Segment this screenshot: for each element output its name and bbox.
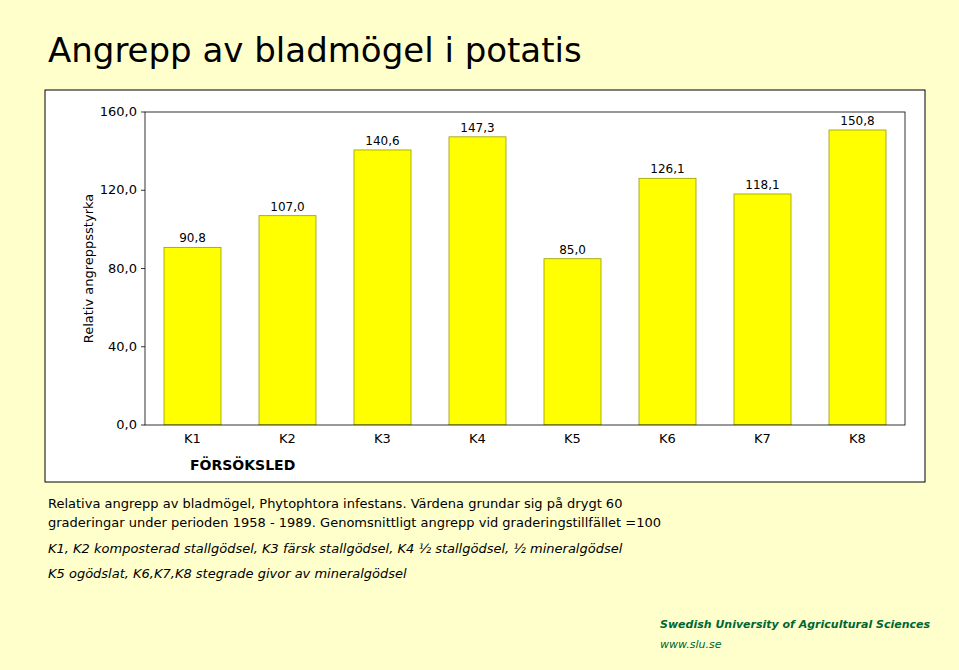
- tick-label: 40,0: [108, 339, 137, 354]
- plot-frame: [145, 112, 905, 425]
- tick-label: K1: [184, 431, 201, 446]
- tick-label: K8: [849, 431, 866, 446]
- tick-mark: [141, 346, 145, 347]
- background: [0, 0, 959, 670]
- bar: [259, 216, 316, 425]
- tick-label: K4: [469, 431, 486, 446]
- bar: [544, 259, 601, 425]
- tick-label: K7: [754, 431, 771, 446]
- data-label: 147,3: [460, 121, 494, 135]
- data-label: 118,1: [745, 178, 779, 192]
- bar: [164, 247, 221, 425]
- tick-mark: [141, 190, 145, 191]
- tick-label: 160,0: [100, 104, 137, 119]
- annotation: K1, K2 komposterad stallgödsel, K3 färsk…: [48, 541, 623, 556]
- tick-label: 120,0: [100, 182, 137, 197]
- annotation: Relativa angrepp av bladmögel, Phytophto…: [48, 496, 622, 511]
- data-label: 126,1: [650, 162, 684, 176]
- data-label: 90,8: [179, 231, 206, 245]
- bars: [164, 130, 886, 425]
- annotation: graderingar under perioden 1958 - 1989. …: [48, 515, 661, 530]
- axis-label: FÖRSÖKSLED: [190, 456, 295, 473]
- bar: [449, 137, 506, 425]
- data-label: 85,0: [559, 243, 586, 257]
- branding: www.slu.se: [660, 638, 722, 651]
- tick-label: K6: [659, 431, 676, 446]
- data-label: 150,8: [840, 114, 874, 128]
- bar: [354, 150, 411, 425]
- tick-mark: [141, 268, 145, 269]
- title: Angrepp av bladmögel i potatis: [48, 30, 582, 70]
- tick-mark: [141, 425, 145, 426]
- branding: Swedish University of Agricultural Scien…: [660, 618, 930, 631]
- bar: [734, 194, 791, 425]
- bar: [829, 130, 886, 425]
- chart: Angrepp av bladmögel i potatis 90,8 107,0 1…: [0, 0, 959, 670]
- tick-mark: [141, 112, 145, 113]
- data-label: 107,0: [270, 200, 304, 214]
- annotation: K5 ogödslat, K6,K7,K8 stegrade givor av …: [48, 566, 407, 581]
- tick-label: 80,0: [108, 261, 137, 276]
- tick-label: K5: [564, 431, 581, 446]
- bar: [639, 178, 696, 425]
- tick-label: 0,0: [116, 417, 137, 432]
- data-label: 140,6: [365, 134, 399, 148]
- tick-label: K2: [279, 431, 296, 446]
- chart-box: [45, 90, 925, 482]
- axis-label: Relativ angreppsstyrka: [81, 194, 96, 344]
- tick-label: K3: [374, 431, 391, 446]
